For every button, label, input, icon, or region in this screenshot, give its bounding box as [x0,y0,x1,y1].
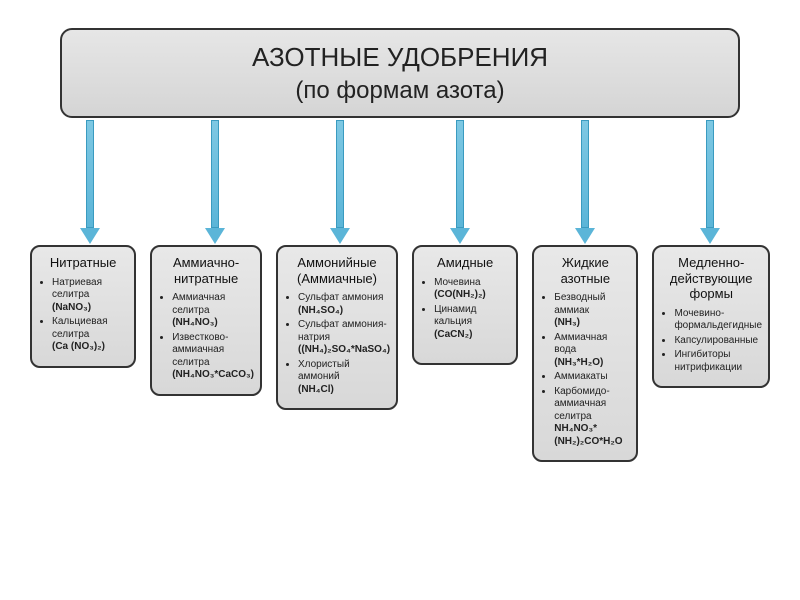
item-text: Натриевая селитра [52,277,102,301]
item-text: Сульфат аммония [298,292,383,303]
list-item: Кальциевая селитра(Ca (NO₃)₂) [52,316,128,354]
item-formula: (NaNO₃) [52,302,91,313]
list-item: Сульфат аммония (NH₄SO₄) [298,292,390,317]
item-text: Мочевино-формальдегидные [674,308,762,332]
list-item: Аммиачная селитра(NH₄NO₃) [172,292,254,330]
card-title: Медленно-действующие формы [660,255,762,302]
arrow-head-icon [450,228,470,244]
list-item: Хлористый аммоний(NH₄Cl) [298,359,390,397]
header-subtitle: (по формам азота) [295,77,504,105]
item-text: Мочевина [434,277,481,288]
card-title: Жидкие азотные [540,255,630,286]
item-text: Известково-аммиачная селитра [172,332,228,368]
list-item: Аммиакаты [554,371,630,384]
category-card: АмидныеМочевина(CO(NH₂)₂)Цинамид кальция… [412,245,518,365]
card-list: Мочевина(CO(NH₂)₂)Цинамид кальция(CaCN₂) [420,277,510,342]
item-text: Хлористый аммоний [298,359,350,383]
card-list: Мочевино-формальдегидные Капсулированные И… [660,308,762,375]
arrow-shaft [336,120,344,228]
item-formula: (NH₄SO₄) [298,305,343,316]
arrow-shaft [456,120,464,228]
card-title: Аммиачно-нитратные [158,255,254,286]
arrow-head-icon [700,228,720,244]
header-title: АЗОТНЫЕ УДОБРЕНИЯ [252,42,548,73]
arrow-head-icon [80,228,100,244]
item-formula: (CO(NH₂)₂) [434,289,486,300]
list-item: Известково-аммиачная селитра(NH₄NO₃*CaCO… [172,332,254,382]
arrow-head-icon [575,228,595,244]
item-text: Аммиачная селитра [172,292,225,316]
list-item: Ингибиторы нитрификации [674,349,762,374]
card-list: Аммиачная селитра(NH₄NO₃)Известково-амми… [158,292,254,382]
item-text: Аммиакаты [554,371,607,382]
arrow-shaft [86,120,94,228]
category-card: Аммонийные (Аммиачные) Сульфат аммония (NH… [276,245,398,410]
category-card: Жидкие азотныеБезводный аммиак(NH₃)Аммиа… [532,245,638,462]
category-card: Медленно-действующие формы Мочевино-форма… [652,245,770,388]
arrow-head-icon [205,228,225,244]
list-item: Натриевая селитра(NaNO₃) [52,277,128,315]
item-formula: (NH₃) [554,317,580,328]
arrow-shaft [706,120,714,228]
item-text: Аммиачная вода [554,332,607,356]
arrow-head-icon [330,228,350,244]
item-formula: (Ca (NO₃)₂) [52,341,105,352]
list-item: Капсулированные [674,335,762,348]
item-text: Кальциевая селитра [52,316,107,340]
item-text: Цинамид кальция [434,304,476,328]
item-text: Ингибиторы нитрификации [674,349,742,373]
item-formula: (NH₃*H₂O) [554,357,603,368]
item-formula: ((NH₄)₂SO₄*NaSO₄) [298,344,390,355]
header-box: АЗОТНЫЕ УДОБРЕНИЯ (по формам азота) [60,28,740,118]
category-card: Аммиачно-нитратныеАммиачная селитра(NH₄N… [150,245,262,396]
list-item: Сульфат аммония-натрия((NH₄)₂SO₄*NaSO₄) [298,319,390,357]
item-formula: (NH₄NO₃) [172,317,218,328]
item-text: Сульфат аммония-натрия [298,319,387,343]
cards-row: НитратныеНатриевая селитра(NaNO₃)Кальцие… [30,245,770,462]
card-title: Нитратные [38,255,128,271]
item-formula: NH₄NO₃*(NH₂)₂CO*H₂O [554,423,622,447]
list-item: Карбомидо-аммиачная селитраNH₄NO₃*(NH₂)₂… [554,386,630,449]
card-list: Сульфат аммония (NH₄SO₄) Сульфат аммония-н… [284,292,390,396]
item-formula: (NH₄NO₃*CaCO₃) [172,369,254,380]
card-title: Аммонийные (Аммиачные) [284,255,390,286]
list-item: Безводный аммиак(NH₃) [554,292,630,330]
card-list: Натриевая селитра(NaNO₃)Кальциевая селит… [38,277,128,354]
list-item: Цинамид кальция(CaCN₂) [434,304,510,342]
item-text: Карбомидо-аммиачная селитра [554,386,609,422]
arrow-shaft [581,120,589,228]
list-item: Аммиачная вода(NH₃*H₂O) [554,332,630,370]
item-text: Безводный аммиак [554,292,605,316]
item-formula: (CaCN₂) [434,329,472,340]
card-title: Амидные [420,255,510,271]
card-list: Безводный аммиак(NH₃)Аммиачная вода(NH₃*… [540,292,630,448]
item-text: Капсулированные [674,335,758,346]
list-item: Мочевино-формальдегидные [674,308,762,333]
category-card: НитратныеНатриевая селитра(NaNO₃)Кальцие… [30,245,136,368]
item-formula: (NH₄Cl) [298,384,334,395]
list-item: Мочевина(CO(NH₂)₂) [434,277,510,302]
arrow-shaft [211,120,219,228]
